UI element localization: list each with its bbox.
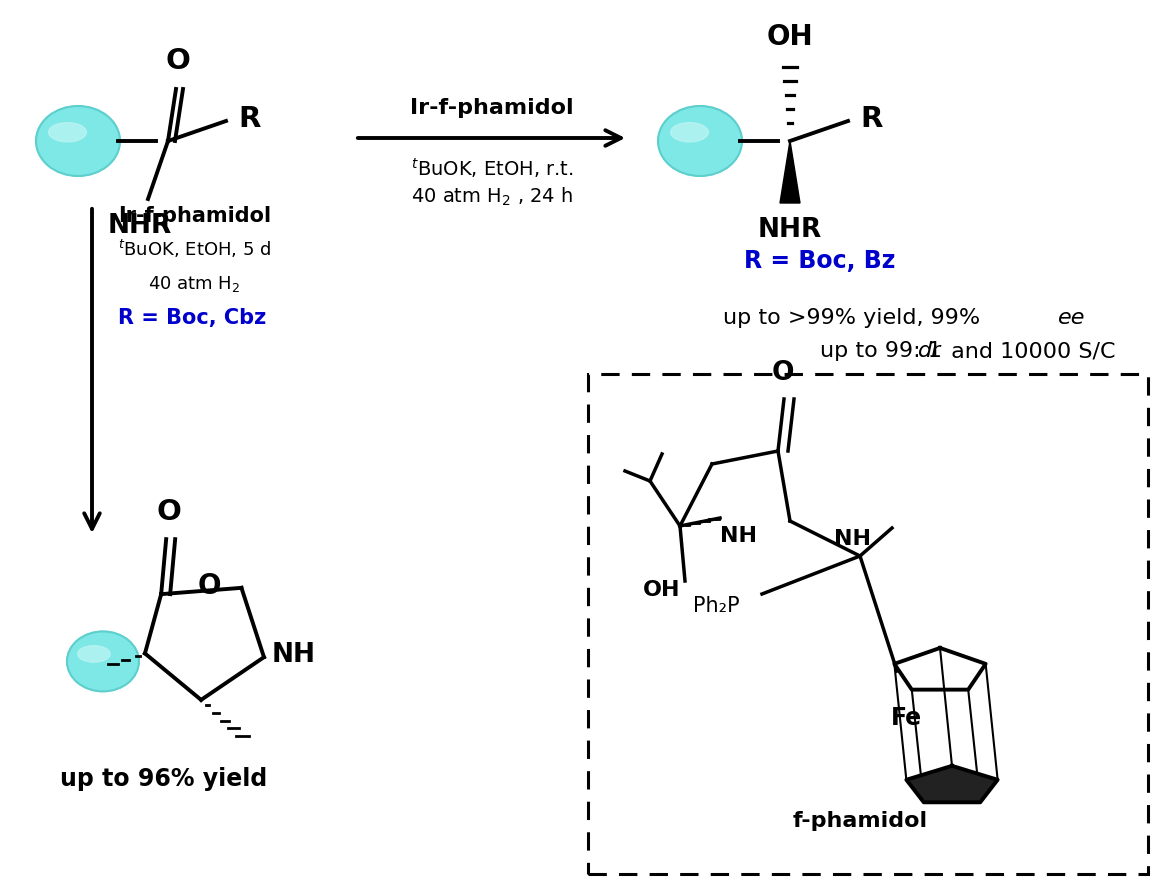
Text: OH: OH: [767, 23, 814, 51]
Text: dr: dr: [918, 341, 941, 361]
Text: Fe: Fe: [891, 706, 921, 730]
Bar: [588, 374, 1149, 874]
Text: R = Boc, Bz: R = Boc, Bz: [744, 249, 895, 273]
Text: up to 96% yield: up to 96% yield: [59, 767, 267, 791]
Ellipse shape: [658, 106, 742, 176]
Ellipse shape: [78, 646, 110, 662]
Text: up to >99% yield, 99%: up to >99% yield, 99%: [723, 308, 988, 328]
Polygon shape: [906, 766, 998, 803]
Text: NH: NH: [272, 642, 316, 668]
Text: f-phamidol: f-phamidol: [793, 811, 928, 831]
Text: Ir-f-phamidol: Ir-f-phamidol: [118, 206, 272, 226]
Ellipse shape: [36, 106, 120, 176]
Text: R = Boc, Cbz: R = Boc, Cbz: [118, 308, 266, 328]
Text: OH: OH: [644, 580, 681, 600]
Text: O: O: [772, 360, 794, 386]
Polygon shape: [780, 141, 800, 203]
Text: 40 atm H$_2$ , 24 h: 40 atm H$_2$ , 24 h: [410, 186, 573, 208]
Ellipse shape: [670, 122, 709, 142]
Ellipse shape: [66, 632, 139, 691]
Text: 40 atm H$_2$: 40 atm H$_2$: [148, 274, 240, 294]
Text: and 10000 S/C: and 10000 S/C: [944, 341, 1116, 361]
Text: Ph₂P: Ph₂P: [694, 596, 740, 616]
Text: $^t$BuOK, EtOH, 5 d: $^t$BuOK, EtOH, 5 d: [118, 238, 272, 260]
Text: O: O: [198, 571, 222, 600]
Text: ee: ee: [1059, 308, 1086, 328]
Ellipse shape: [49, 122, 86, 142]
Text: NHR: NHR: [108, 213, 173, 239]
Text: up to 99: 1: up to 99: 1: [820, 341, 949, 361]
Text: NHR: NHR: [758, 217, 822, 243]
Text: R: R: [238, 105, 260, 133]
Text: O: O: [166, 47, 190, 75]
Text: $^t$BuOK, EtOH, r.t.: $^t$BuOK, EtOH, r.t.: [410, 156, 574, 180]
Text: NH: NH: [719, 526, 757, 546]
Text: O: O: [156, 498, 182, 526]
Text: Ir-f-phamidol: Ir-f-phamidol: [410, 98, 574, 118]
Text: NH: NH: [834, 529, 871, 549]
Text: R: R: [861, 105, 883, 133]
